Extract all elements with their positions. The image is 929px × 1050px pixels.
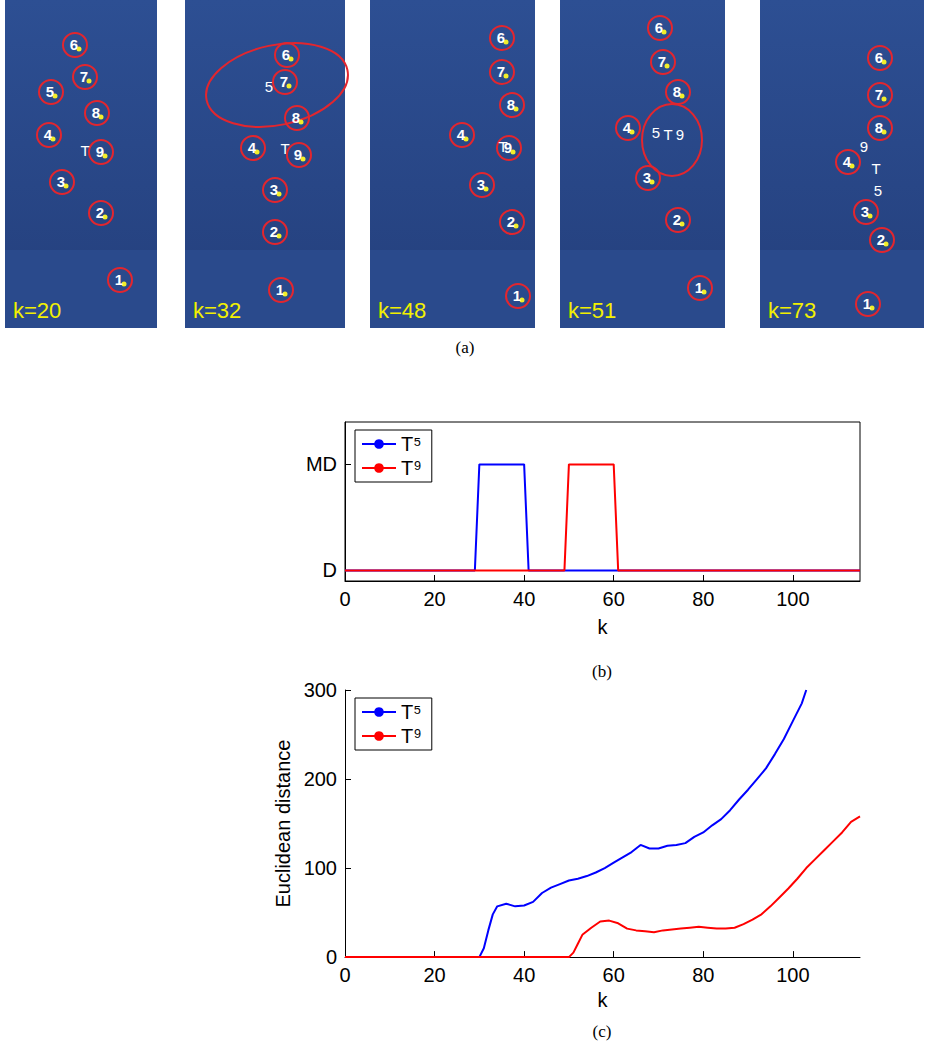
html-text:(c): (c) xyxy=(592,1022,612,1041)
svg-text:100: 100 xyxy=(776,588,809,610)
svg-text:2: 2 xyxy=(877,231,885,248)
svg-text:7: 7 xyxy=(497,63,505,80)
svg-text:T: T xyxy=(280,140,289,157)
svg-text:T: T xyxy=(80,142,89,159)
svg-text:60: 60 xyxy=(603,588,625,610)
svg-text:5: 5 xyxy=(874,182,882,199)
svg-text:4: 4 xyxy=(623,119,632,136)
svg-text:9: 9 xyxy=(96,143,104,160)
svg-text:6: 6 xyxy=(282,46,290,63)
svg-text:80: 80 xyxy=(692,588,714,610)
svg-text:6: 6 xyxy=(875,49,883,66)
svg-text:8: 8 xyxy=(92,104,100,121)
svg-text:40: 40 xyxy=(513,588,535,610)
svg-text:k=48: k=48 xyxy=(378,298,426,323)
svg-text:8: 8 xyxy=(292,109,300,126)
svg-text:Euclidean distance: Euclidean distance xyxy=(272,740,294,908)
svg-text:k: k xyxy=(598,989,609,1011)
svg-text:2: 2 xyxy=(96,204,104,221)
svg-text:9: 9 xyxy=(676,126,684,143)
svg-text:k=51: k=51 xyxy=(568,298,616,323)
svg-text:6: 6 xyxy=(70,36,78,53)
svg-text:0: 0 xyxy=(326,946,337,968)
svg-text:2: 2 xyxy=(507,213,515,230)
svg-text:4: 4 xyxy=(843,153,852,170)
svg-text:0: 0 xyxy=(339,964,350,986)
svg-text:80: 80 xyxy=(692,964,714,986)
svg-text:8: 8 xyxy=(875,119,883,136)
svg-text:4: 4 xyxy=(44,126,53,143)
svg-text:MD: MD xyxy=(306,453,337,475)
svg-text:20: 20 xyxy=(423,588,445,610)
html-text:(b): (b) xyxy=(592,662,612,681)
svg-text:0: 0 xyxy=(339,588,350,610)
svg-text:T⁵: T⁵ xyxy=(401,701,422,723)
svg-text:20: 20 xyxy=(423,964,445,986)
svg-text:k=73: k=73 xyxy=(768,298,816,323)
svg-text:6: 6 xyxy=(497,29,505,46)
svg-text:9: 9 xyxy=(294,146,302,163)
svg-text:300: 300 xyxy=(304,679,337,701)
svg-text:T⁹: T⁹ xyxy=(401,457,422,479)
svg-text:5: 5 xyxy=(46,83,54,100)
svg-text:T: T xyxy=(871,160,880,177)
svg-text:1: 1 xyxy=(695,279,703,296)
svg-text:k: k xyxy=(598,616,609,638)
svg-text:5: 5 xyxy=(652,124,660,141)
svg-text:9: 9 xyxy=(503,139,513,156)
svg-text:8: 8 xyxy=(507,96,515,113)
svg-text:6: 6 xyxy=(655,19,663,36)
svg-text:200: 200 xyxy=(304,768,337,790)
svg-text:3: 3 xyxy=(270,181,278,198)
svg-text:k=20: k=20 xyxy=(13,298,61,323)
svg-text:1: 1 xyxy=(513,287,521,304)
svg-text:1: 1 xyxy=(276,281,284,298)
svg-text:2: 2 xyxy=(673,211,681,228)
svg-text:3: 3 xyxy=(861,203,869,220)
svg-text:1: 1 xyxy=(863,295,871,312)
svg-text:2: 2 xyxy=(270,223,278,240)
svg-text:8: 8 xyxy=(673,83,681,100)
svg-text:100: 100 xyxy=(776,964,809,986)
svg-text:3: 3 xyxy=(57,173,65,190)
svg-text:7: 7 xyxy=(875,86,883,103)
svg-text:T⁹: T⁹ xyxy=(401,725,422,747)
svg-text:4: 4 xyxy=(457,126,466,143)
svg-text:T: T xyxy=(498,138,507,155)
svg-text:100: 100 xyxy=(304,857,337,879)
svg-text:3: 3 xyxy=(643,169,651,186)
svg-text:7: 7 xyxy=(658,53,666,70)
svg-text:D: D xyxy=(323,559,337,581)
svg-text:1: 1 xyxy=(115,271,123,288)
svg-text:9: 9 xyxy=(860,138,868,155)
svg-text:7: 7 xyxy=(280,73,288,90)
svg-text:4: 4 xyxy=(248,139,257,156)
svg-text:60: 60 xyxy=(603,964,625,986)
svg-text:7: 7 xyxy=(80,68,88,85)
svg-text:T: T xyxy=(663,126,672,143)
svg-text:T⁵: T⁵ xyxy=(401,433,422,455)
svg-text:40: 40 xyxy=(513,964,535,986)
svg-text:5: 5 xyxy=(265,78,273,95)
svg-text:k=32: k=32 xyxy=(193,298,241,323)
svg-text:3: 3 xyxy=(477,176,485,193)
html-text:(a): (a) xyxy=(455,338,475,357)
